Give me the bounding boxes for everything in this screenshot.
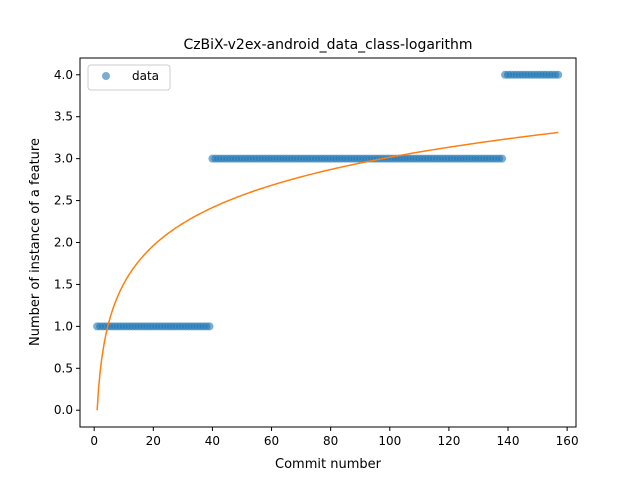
y-tick-label: 2.5 bbox=[54, 194, 73, 208]
data-point bbox=[554, 70, 563, 79]
legend-marker-data bbox=[102, 72, 110, 80]
y-axis-label: Number of instance of a feature bbox=[28, 138, 43, 346]
legend-box bbox=[87, 64, 171, 91]
legend: data bbox=[87, 64, 171, 91]
y-tick-label: 3.5 bbox=[54, 110, 73, 124]
x-tick-label: 40 bbox=[205, 434, 220, 448]
y-tick-label: 4.0 bbox=[54, 68, 73, 82]
y-tick-label: 0.5 bbox=[54, 361, 73, 375]
x-axis-label: Commit number bbox=[275, 457, 382, 472]
x-tick-label: 20 bbox=[146, 434, 161, 448]
y-tick-label: 1.5 bbox=[54, 277, 73, 291]
data-point bbox=[498, 154, 507, 163]
x-tick-label: 80 bbox=[323, 434, 338, 448]
y-tick-label: 0.0 bbox=[54, 403, 73, 417]
legend-label-data: data bbox=[132, 69, 159, 83]
x-tick-label: 60 bbox=[264, 434, 279, 448]
fit-line bbox=[96, 131, 559, 411]
x-tick-label: 160 bbox=[556, 434, 579, 448]
chart-title: CzBiX-v2ex-android_data_class-logarithm bbox=[183, 37, 472, 53]
plot-area bbox=[93, 70, 563, 411]
x-tick-label: 140 bbox=[497, 434, 520, 448]
axis-ticks: 0 20 40 60 80 100 120 140 160 0.0 0.5 1.0 1.5 2.0 2.5 3… bbox=[54, 68, 579, 448]
x-tick-label: 120 bbox=[437, 434, 460, 448]
y-tick-label: 2.0 bbox=[54, 236, 73, 250]
y-tick-label: 3.0 bbox=[54, 152, 73, 166]
x-tick-label: 100 bbox=[378, 434, 401, 448]
y-tick-label: 1.0 bbox=[54, 319, 73, 333]
x-tick-label: 0 bbox=[90, 434, 98, 448]
data-point bbox=[205, 322, 214, 331]
